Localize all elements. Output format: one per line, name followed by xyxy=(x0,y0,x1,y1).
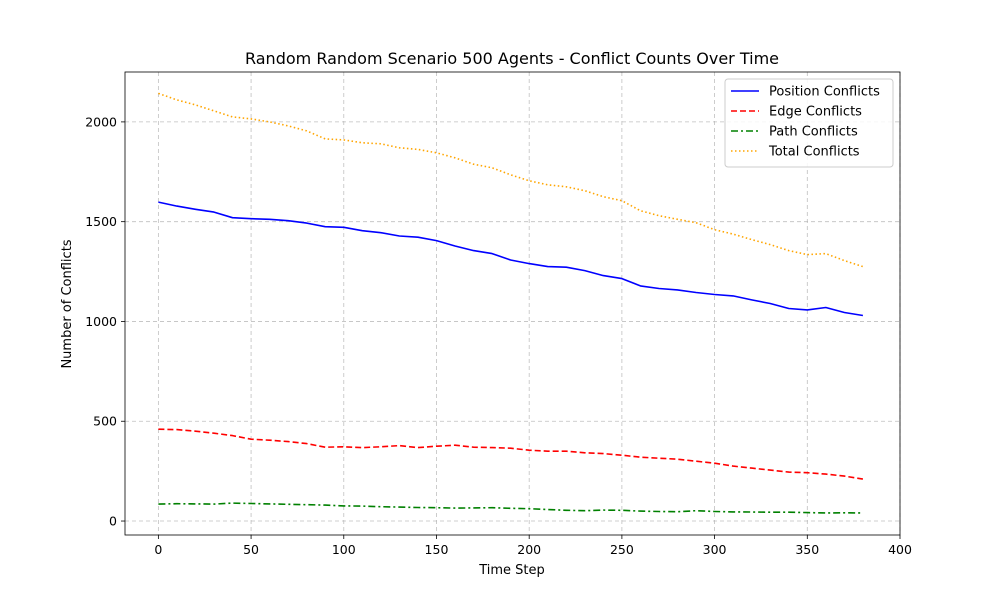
y-tick-label: 1500 xyxy=(85,214,117,229)
y-tick-label: 500 xyxy=(93,414,117,429)
chart-title: Random Random Scenario 500 Agents - Conf… xyxy=(245,49,779,68)
x-tick-label: 0 xyxy=(154,542,162,557)
series-line-position-conflicts xyxy=(158,201,864,317)
axis-ticks: 0 50 100 150 200 250 300 350 400 0 500 1000 1500 2000 xyxy=(85,114,912,557)
series-lines xyxy=(158,92,864,514)
y-tick-label: 1000 xyxy=(85,314,117,329)
x-tick-label: 50 xyxy=(243,542,259,557)
x-tick-label: 350 xyxy=(795,542,819,557)
x-tick-label: 300 xyxy=(703,542,727,557)
y-tick-label: 0 xyxy=(109,514,117,529)
legend-label: Total Conflicts xyxy=(768,145,860,160)
legend-label: Path Conflicts xyxy=(769,125,858,140)
legend: Position Conflicts Edge Conflicts Path Con… xyxy=(724,78,894,168)
x-tick-label: 100 xyxy=(332,542,356,557)
x-tick-label: 400 xyxy=(888,542,912,557)
plot-frame xyxy=(124,71,901,536)
series-line-edge-conflicts xyxy=(158,428,864,480)
x-tick-label: 250 xyxy=(610,542,634,557)
legend-box xyxy=(724,78,894,168)
legend-label: Position Conflicts xyxy=(769,85,880,100)
y-tick-label: 2000 xyxy=(85,114,117,129)
series-line-path-conflicts xyxy=(158,502,863,514)
x-tick-label: 200 xyxy=(517,542,541,557)
x-tick-label: 150 xyxy=(425,542,449,557)
x-axis-title: Time Step xyxy=(478,563,545,578)
legend-label: Edge Conflicts xyxy=(769,105,862,120)
y-axis-title: Number of Conflicts xyxy=(60,239,75,368)
